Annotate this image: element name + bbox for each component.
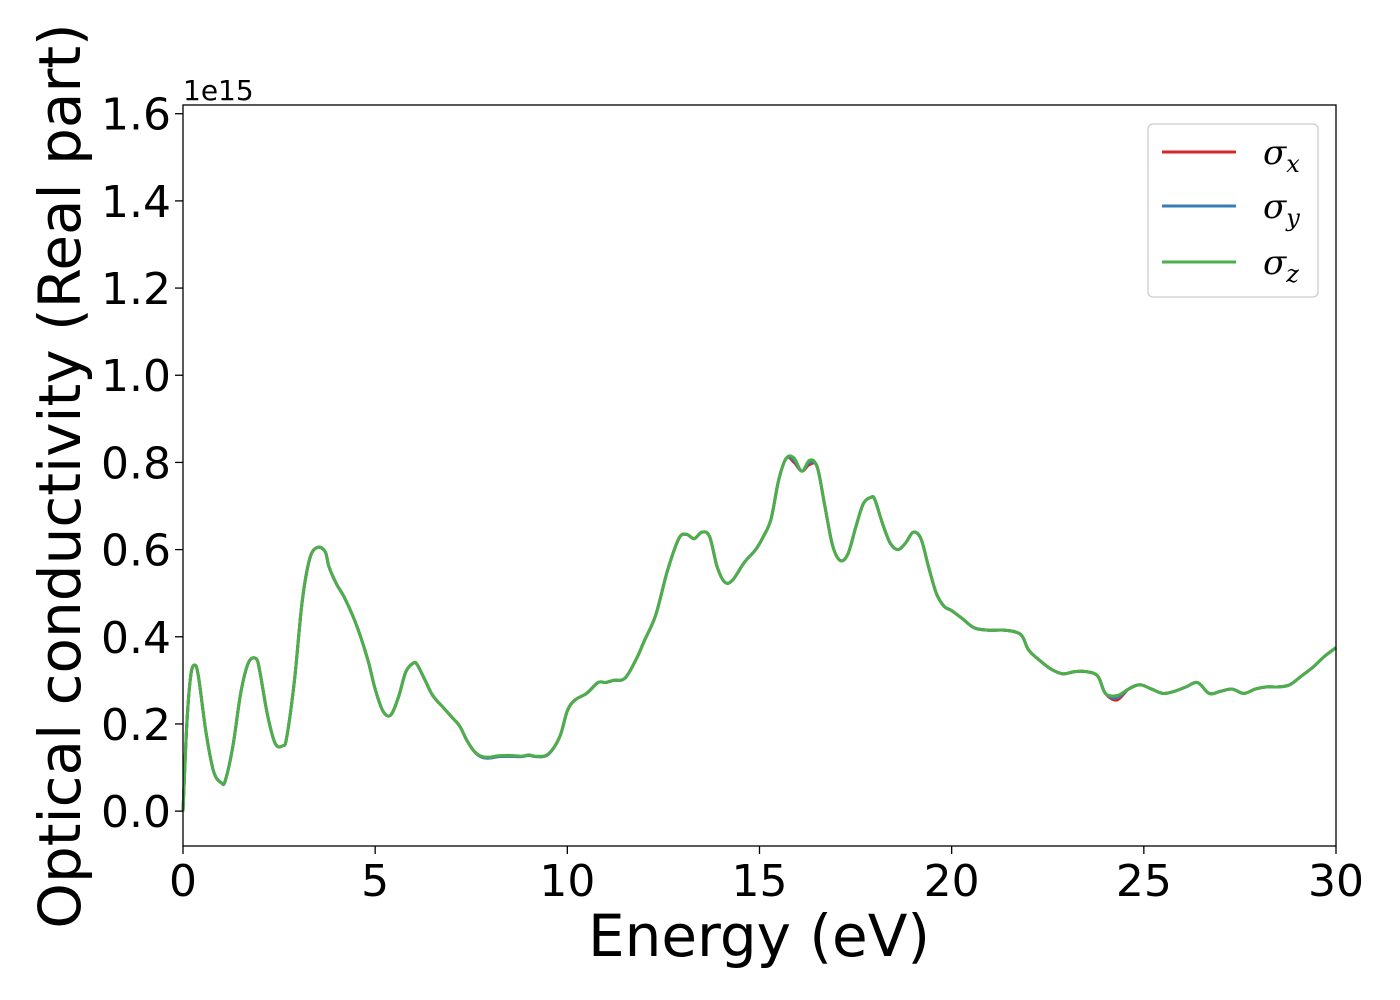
y-tick-label: 1.6 xyxy=(101,90,171,141)
y-tick-label: 0.8 xyxy=(101,438,171,489)
x-tick-label: 20 xyxy=(924,856,980,907)
x-axis-label: Energy (eV) xyxy=(588,902,930,970)
legend-box xyxy=(1147,123,1319,298)
legend-subscript: z xyxy=(1285,260,1299,288)
y-offset-label: 1e15 xyxy=(183,74,254,107)
series-layer xyxy=(181,454,1337,812)
legend-subscript: y xyxy=(1285,204,1300,232)
y-tick-label: 1.4 xyxy=(101,177,171,228)
y-tick-label: 0.0 xyxy=(101,787,171,838)
y-axis: 0.0 0.2 0.4 0.6 0.8 1.0 1.2 1.4 1.6 xyxy=(101,90,183,838)
x-tick-label: 30 xyxy=(1308,856,1364,907)
y-axis-label: Optical conductivity (Real part) xyxy=(26,23,94,928)
y-tick-label: 0.4 xyxy=(101,613,171,664)
y-tick-label: 1.0 xyxy=(101,351,171,402)
x-axis: 0 5 10 15 20 25 30 xyxy=(169,846,1364,907)
legend-label-x: σx xyxy=(1263,133,1300,178)
series-line-z xyxy=(181,454,1337,812)
x-tick-label: 25 xyxy=(1116,856,1172,907)
legend-symbol: σ xyxy=(1263,243,1287,283)
legend-subscript: x xyxy=(1286,150,1300,178)
y-tick-label: 1.2 xyxy=(101,264,171,315)
x-tick-label: 0 xyxy=(169,856,197,907)
x-tick-label: 5 xyxy=(361,856,389,907)
legend-label-z: σz xyxy=(1263,243,1299,288)
y-tick-label: 0.2 xyxy=(101,700,171,751)
y-tick-label: 0.6 xyxy=(101,526,171,577)
legend-symbol: σ xyxy=(1263,187,1287,227)
legend-symbol: σ xyxy=(1263,133,1287,173)
x-tick-label: 10 xyxy=(539,856,595,907)
plot-background xyxy=(183,105,1336,846)
x-tick-label: 15 xyxy=(732,856,788,907)
legend-label-y: σy xyxy=(1263,187,1300,232)
